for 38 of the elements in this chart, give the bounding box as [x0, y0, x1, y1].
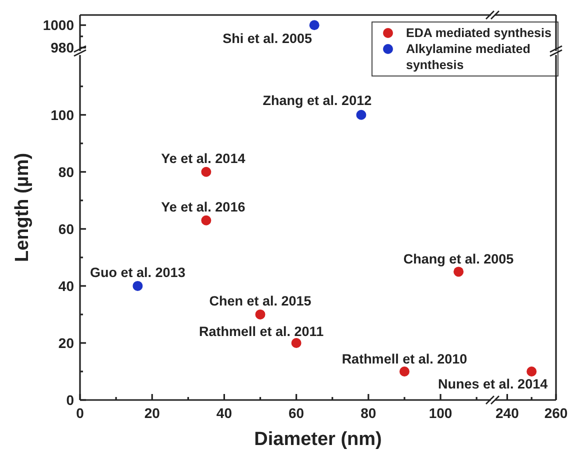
x-axis-title: Diameter (nm) — [254, 429, 382, 450]
annotation: Chen et al. 2015 — [209, 293, 312, 308]
x-tick-label: 0 — [76, 405, 84, 421]
y-tick-label: 1000 — [42, 17, 74, 34]
point — [255, 309, 266, 320]
y-tick-label: 80 — [58, 164, 74, 180]
point — [201, 166, 212, 177]
x-tick-label: 80 — [360, 405, 376, 421]
point — [399, 366, 410, 376]
x-tick-label: 260 — [544, 405, 568, 421]
annotation: Ye et al. 2016 — [161, 199, 246, 214]
point — [201, 215, 212, 226]
x-tick-label: 20 — [144, 405, 160, 421]
x-tick-label: 100 — [428, 405, 452, 421]
annotation: Rathmell et al. 2011 — [199, 324, 324, 339]
x-tick-label: 240 — [496, 405, 520, 421]
annotation: Shi et al. 2005 — [222, 31, 312, 46]
annotation: Chang et al. 2005 — [403, 252, 514, 267]
point — [132, 280, 143, 291]
x-tick-label: 60 — [288, 405, 304, 421]
point — [454, 266, 464, 277]
y-tick-label: 980 — [50, 40, 74, 56]
legend-label: Alkylamine mediated synthesis — [406, 42, 530, 72]
point — [356, 110, 366, 120]
y-tick-label: 0 — [66, 392, 74, 408]
annotation: Rathmell et al. 2010 — [342, 351, 468, 366]
annotation: Nunes et al. 2014 — [438, 376, 548, 392]
annotation: Ye et al. 2014 — [161, 150, 246, 166]
y-tick-label: 20 — [58, 334, 74, 351]
y-tick-label: 60 — [58, 220, 74, 237]
point — [291, 338, 302, 348]
x-tick-label: 40 — [216, 405, 232, 421]
y-tick-label: 100 — [50, 106, 74, 123]
legend-label: EDA mediated synthesis — [406, 26, 552, 40]
annotation: Guo et al. 2013 — [90, 264, 186, 280]
annotation: Zhang et al. 2012 — [262, 92, 372, 108]
y-axis-title: Length (µm) — [12, 152, 33, 262]
y-tick-label: 40 — [58, 278, 74, 294]
